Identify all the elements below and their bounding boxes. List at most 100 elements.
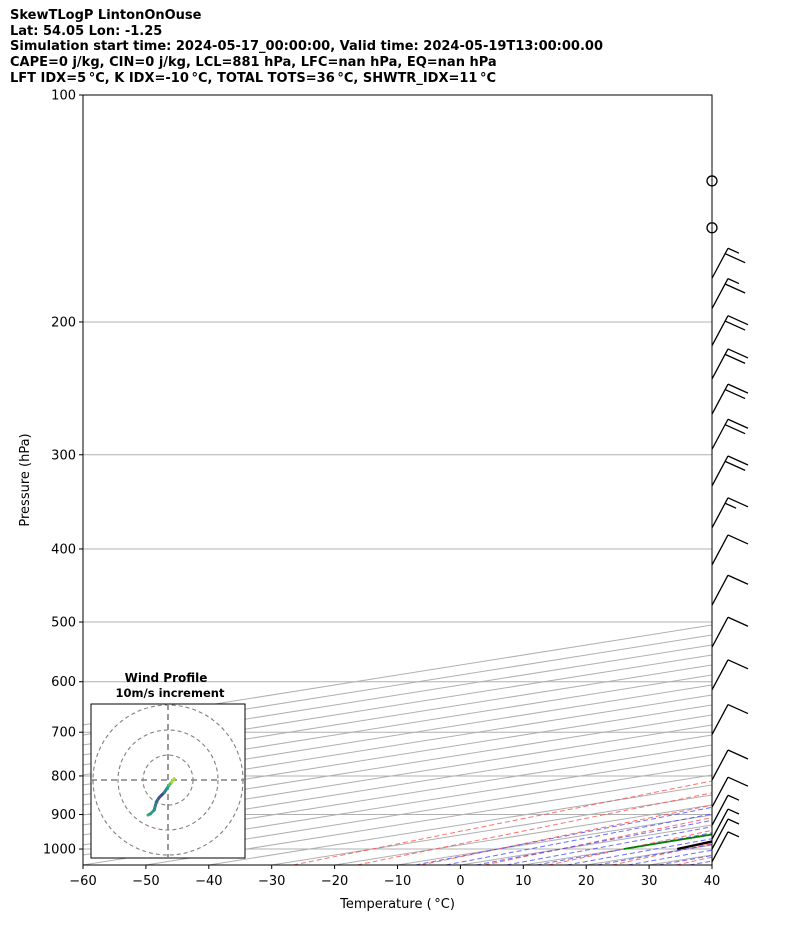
y-tick-label: 500 [51,616,76,631]
wind-barb [711,383,749,415]
barb-flag [727,659,749,670]
y-tick-label: 700 [51,726,76,741]
x-tick-label: −60 [69,874,96,889]
moist-adiabat [566,838,712,865]
barb-flag [727,818,740,825]
barb-staff [711,418,729,450]
wind-barb [711,534,749,566]
y-tick-label: 100 [51,89,76,104]
wind-barb [711,418,749,450]
barb-staff [711,831,729,863]
y-tick-label: 300 [51,448,76,463]
moist-adiabat [720,95,794,865]
location-text: Lat: 54.05 Lon: -1.25 [10,23,163,39]
barb-staff [711,818,729,850]
isotherm-line [83,664,712,766]
cape-text: CAPE=0 j/kg, CIN=0 j/kg, LCL=881 hPa, LF… [10,55,497,71]
y-tick-label: 400 [51,542,76,557]
dry-adiabat [740,95,794,865]
chart-title: SkewTLogP LintonOnOuse [10,8,202,23]
isotherm-line [586,844,712,865]
barb-flag [727,776,749,787]
barb-flag [727,278,740,285]
barb-flag [724,353,746,364]
barb-flag [727,497,749,508]
cin-shading [677,841,712,849]
barb-flag [724,424,746,435]
x-tick-label: −40 [195,874,222,889]
isotherm-line [208,784,712,865]
isotherm-line [334,804,712,865]
y-tick-label: 1000 [43,843,76,858]
moist-adiabat [658,855,712,865]
isotherm-line [460,824,712,865]
barb-staff [711,616,729,648]
wind-barb [711,348,749,380]
x-tick-label: 10 [515,874,532,889]
barb-staff [711,247,729,279]
barb-flag [724,388,746,400]
wind-barb [711,278,746,309]
x-tick-label: −10 [384,874,411,889]
barb-flag [724,320,746,331]
wind-barb [711,703,749,735]
barb-flag [727,574,749,585]
moist-adiabat [597,844,712,865]
y-tick-label: 900 [51,808,76,823]
barb-staff [711,278,729,309]
barb-flag [727,455,749,466]
wind-barb [711,749,749,781]
dry-adiabat [675,856,712,865]
wind-barb [711,315,749,346]
hodograph-segment [170,777,176,784]
parcel-line [677,840,712,851]
x-tick-label: 30 [641,874,658,889]
barb-staff [711,455,729,487]
barb-staff [711,808,729,840]
moist-adiabat [415,806,712,865]
barb-flag [727,616,749,627]
x-axis-label: Temperature ( °C) [339,897,455,912]
wind-barb [706,175,718,187]
wind-barb [711,818,740,850]
dry-adiabat [356,792,712,865]
barb-flag [724,460,746,471]
barb-staff [711,749,729,781]
isotherm-line [83,724,712,826]
barb-staff [711,704,729,735]
barb-staff [711,574,729,606]
x-tick-label: −20 [321,874,348,889]
barb-staff [711,659,729,691]
barb-flag [727,247,740,254]
barb-staff [711,383,729,415]
barb-flag [727,749,749,760]
hodograph-title: Wind Profile [125,671,208,685]
isotherm-line [83,694,712,796]
isotherm-line [83,704,712,806]
y-axis-label: Pressure (hPa) [18,433,33,526]
isotherm-line [83,714,712,816]
wind-barb [711,616,749,648]
time-text: Simulation start time: 2024-05-17_00:00:… [10,39,603,55]
y-tick-label: 800 [51,769,76,784]
moist-adiabat [627,849,712,865]
isotherm-line [775,95,794,865]
moist-adiabat [476,819,712,865]
x-tick-label: −50 [132,874,159,889]
x-tick-label: 20 [578,874,595,889]
isotherm-line [83,734,712,836]
dry-adiabat [548,829,712,865]
wind-barb [711,794,740,826]
barb-flag [727,383,749,394]
barb-flag [724,253,746,264]
wind-barb [711,455,749,487]
barb-flag [727,315,749,326]
barb-flag [727,831,740,838]
isotherm-line [397,814,712,865]
barb-flag [724,502,737,509]
indices-text: LFT IDX=5 °C, K IDX=-10 °C, TOTAL TOTS=3… [10,70,497,86]
hodograph-subtitle: 10m/s increment [116,686,225,700]
wind-barb [711,831,740,863]
wind-barb [711,776,749,808]
wind-barb [711,247,746,279]
